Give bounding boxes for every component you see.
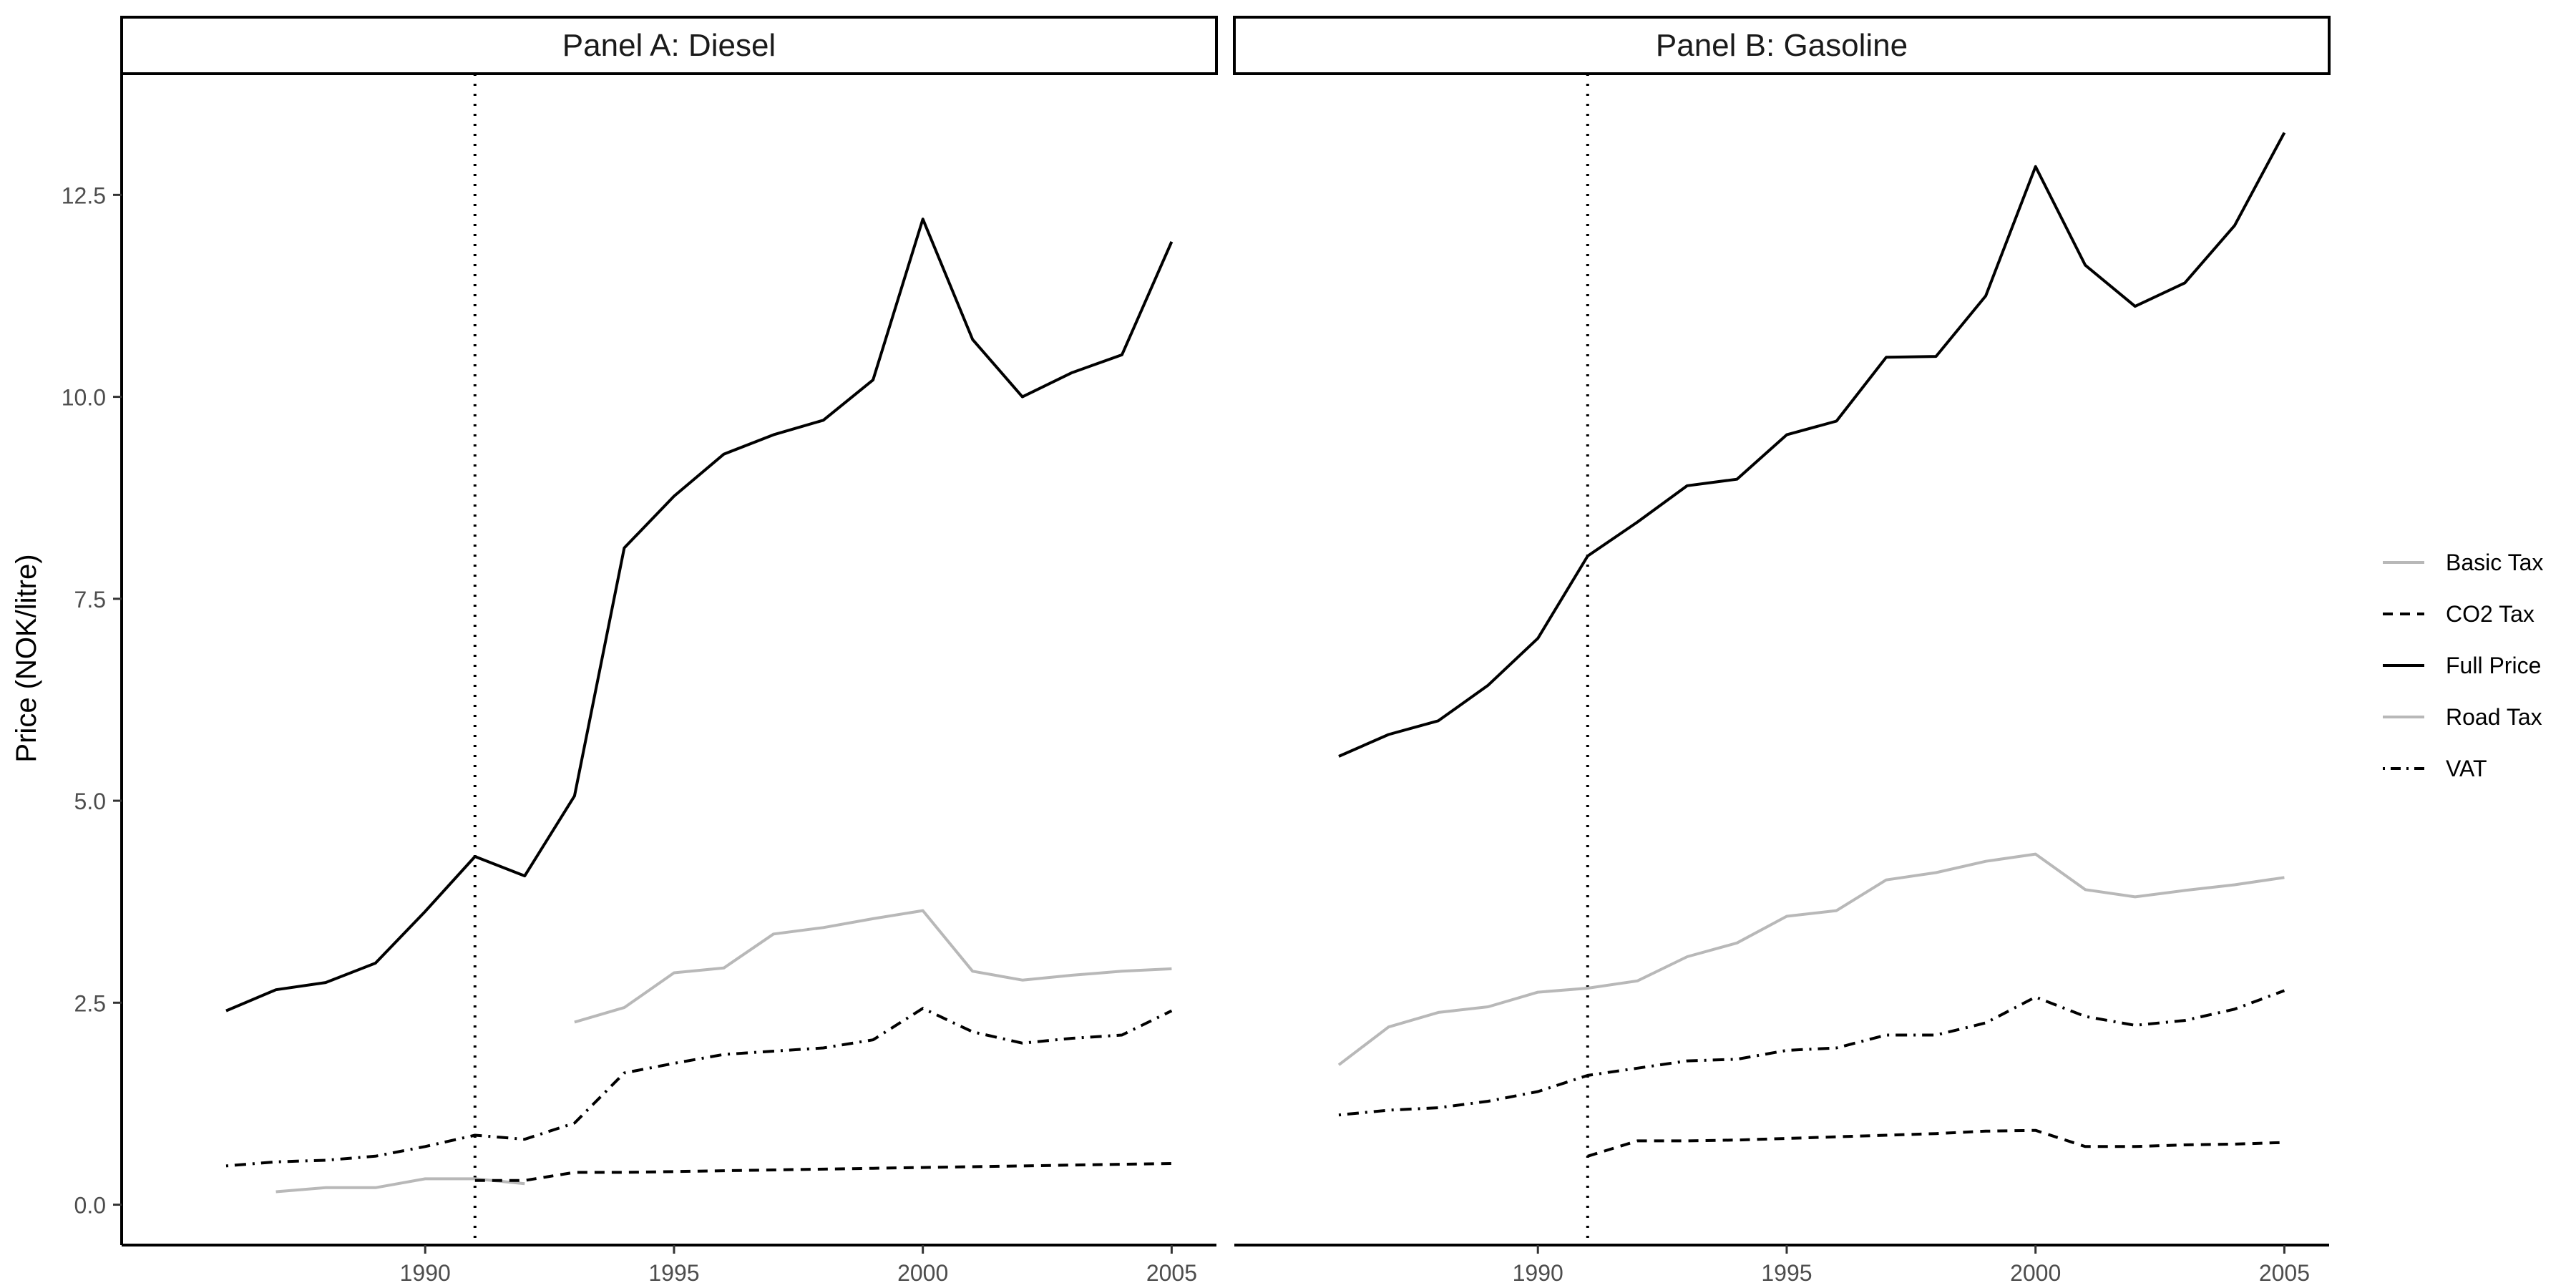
legend: Basic Tax CO2 Tax Full Price Road Tax VAT [2383,550,2543,781]
legend-label: Basic Tax [2446,550,2543,575]
y-tick-label: 12.5 [62,182,106,208]
panel-strip [120,16,1218,75]
x-tick-label: 2005 [2259,1260,2310,1286]
panel-title: Panel A: Diesel [562,28,776,63]
series-line-road [1337,852,2285,1066]
series-line-vat [1338,989,2285,1117]
legend-label: CO2 Tax [2446,601,2534,627]
legend-label: Road Tax [2446,704,2542,730]
series-line-co2 [474,1162,1172,1182]
legend-label: VAT [2446,756,2487,781]
x-tick-label: 1990 [1513,1260,1563,1286]
panel-title: Panel B: Gasoline [1656,28,1908,63]
series-line-full [1338,132,2286,758]
y-tick-label: 10.0 [62,385,106,411]
y-tick-label: 0.0 [74,1193,106,1219]
x-tick-label: 1990 [400,1260,451,1286]
legend-item-road: Road Tax [2383,704,2542,730]
series-line-vat [225,1007,1173,1168]
x-tick-label: 2000 [897,1260,948,1286]
legend-item-co2: CO2 Tax [2383,601,2534,627]
panels-layer: Panel A: Diesel 0.0 2.5 5.0 7.5 10.0 12.5 1990 1… [62,16,2331,1286]
x-tick-label: 1995 [648,1260,699,1286]
x-tick-label: 1995 [1761,1260,1812,1286]
y-axis-title: Price (NOK/litre) [11,554,42,762]
x-tick-label: 2000 [2010,1260,2061,1286]
y-tick-label: 2.5 [74,990,106,1016]
panel-strip [1233,16,2331,75]
series-line-co2 [1587,1128,2285,1158]
panel-a: Panel A: Diesel 0.0 2.5 5.0 7.5 10.0 12.5 1990 1… [62,16,1218,1286]
series-line-full [225,218,1174,1013]
legend-item-full: Full Price [2383,653,2541,678]
y-tick-label: 7.5 [74,587,106,613]
x-tick-label: 2005 [1146,1260,1197,1286]
panel-b: Panel B: Gasoline 1990 1995 2000 2005 [1233,16,2331,1286]
series-line-road [574,909,1172,1024]
legend-label: Full Price [2446,653,2541,678]
y-tick-label: 5.0 [74,789,106,814]
legend-item-basic: Basic Tax [2383,550,2543,575]
legend-item-vat: VAT [2383,756,2487,781]
